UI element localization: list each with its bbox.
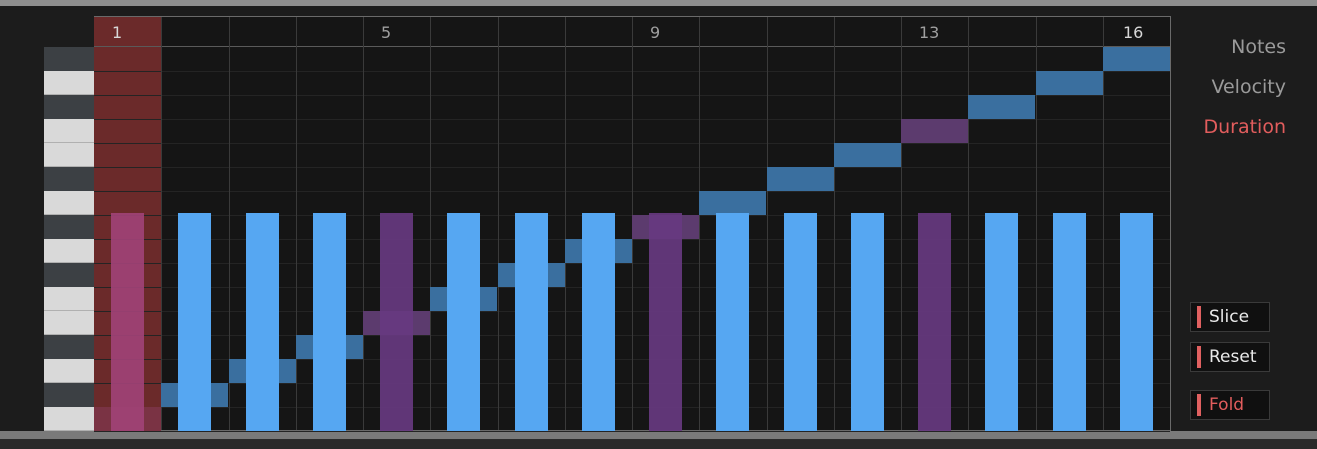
fold-led [1197, 394, 1201, 416]
white-key[interactable] [44, 359, 94, 383]
white-key[interactable] [44, 311, 94, 335]
piano-keyboard[interactable] [44, 47, 94, 431]
grid-step-line [1103, 17, 1104, 430]
velocity-bar-step-5[interactable] [380, 213, 413, 431]
white-key[interactable] [44, 191, 94, 215]
grid-step-line [430, 17, 431, 430]
step-label-16: 16 [1123, 23, 1144, 42]
grid-step-line [498, 17, 499, 430]
bottom-border [0, 431, 1317, 439]
step-label-1: 1 [112, 23, 123, 42]
grid-step-line [968, 17, 969, 430]
reset-button[interactable]: Reset [1190, 342, 1270, 372]
black-key[interactable] [44, 47, 94, 71]
grid-step-line [161, 17, 162, 430]
grid-step-line [1036, 17, 1037, 430]
note-step-16[interactable] [1103, 47, 1170, 71]
grid-step-line [229, 17, 230, 430]
note-step-13[interactable] [901, 119, 968, 143]
reset-led [1197, 346, 1201, 368]
note-step-11[interactable] [767, 167, 834, 191]
note-step-10[interactable] [699, 191, 766, 215]
white-key[interactable] [44, 239, 94, 263]
velocity-bar-step-11[interactable] [784, 213, 817, 431]
grid-step-line [834, 17, 835, 430]
velocity-bar-step-7[interactable] [515, 213, 548, 431]
black-key[interactable] [44, 167, 94, 191]
grid-step-line [363, 17, 364, 430]
slice-led [1197, 306, 1201, 328]
velocity-bar-step-6[interactable] [447, 213, 480, 431]
bottom-strip [0, 439, 1317, 449]
velocity-bar-step-3[interactable] [246, 213, 279, 431]
velocity-bar-step-12[interactable] [851, 213, 884, 431]
mode-notes[interactable]: Notes [1231, 36, 1286, 58]
white-key[interactable] [44, 119, 94, 143]
black-key[interactable] [44, 383, 94, 407]
grid-step-line [699, 17, 700, 430]
white-key[interactable] [44, 71, 94, 95]
velocity-bar-step-4[interactable] [313, 213, 346, 431]
white-key[interactable] [44, 287, 94, 311]
black-key[interactable] [44, 95, 94, 119]
slice-button-label: Slice [1209, 307, 1250, 327]
grid-step-line [767, 17, 768, 430]
fold-button-label: Fold [1209, 395, 1245, 415]
velocity-bar-step-2[interactable] [178, 213, 211, 431]
velocity-bar-step-10[interactable] [716, 213, 749, 431]
black-key[interactable] [44, 335, 94, 359]
velocity-bar-step-16[interactable] [1120, 213, 1153, 431]
white-key[interactable] [44, 407, 94, 431]
mode-velocity[interactable]: Velocity [1211, 76, 1286, 98]
grid-step-line [901, 17, 902, 430]
velocity-bar-step-9[interactable] [649, 213, 682, 431]
grid-row-line [94, 431, 1170, 432]
velocity-bar-step-14[interactable] [985, 213, 1018, 431]
step-grid[interactable]: 1 5 9 13 16 [94, 16, 1171, 432]
note-step-12[interactable] [834, 143, 901, 167]
velocity-bar-step-1[interactable] [111, 213, 144, 431]
grid-step-line [565, 17, 566, 430]
reset-button-label: Reset [1209, 347, 1257, 367]
velocity-bar-step-8[interactable] [582, 213, 615, 431]
white-key[interactable] [44, 143, 94, 167]
velocity-bar-step-15[interactable] [1053, 213, 1086, 431]
fold-button[interactable]: Fold [1190, 390, 1270, 420]
note-step-14[interactable] [968, 95, 1035, 119]
velocity-bar-step-13[interactable] [918, 213, 951, 431]
note-step-15[interactable] [1036, 71, 1103, 95]
black-key[interactable] [44, 263, 94, 287]
step-label-5: 5 [381, 23, 392, 42]
black-key[interactable] [44, 215, 94, 239]
slice-button[interactable]: Slice [1190, 302, 1270, 332]
grid-step-line [296, 17, 297, 430]
step-label-9: 9 [650, 23, 661, 42]
mode-duration[interactable]: Duration [1203, 116, 1286, 138]
step-label-13: 13 [919, 23, 940, 42]
